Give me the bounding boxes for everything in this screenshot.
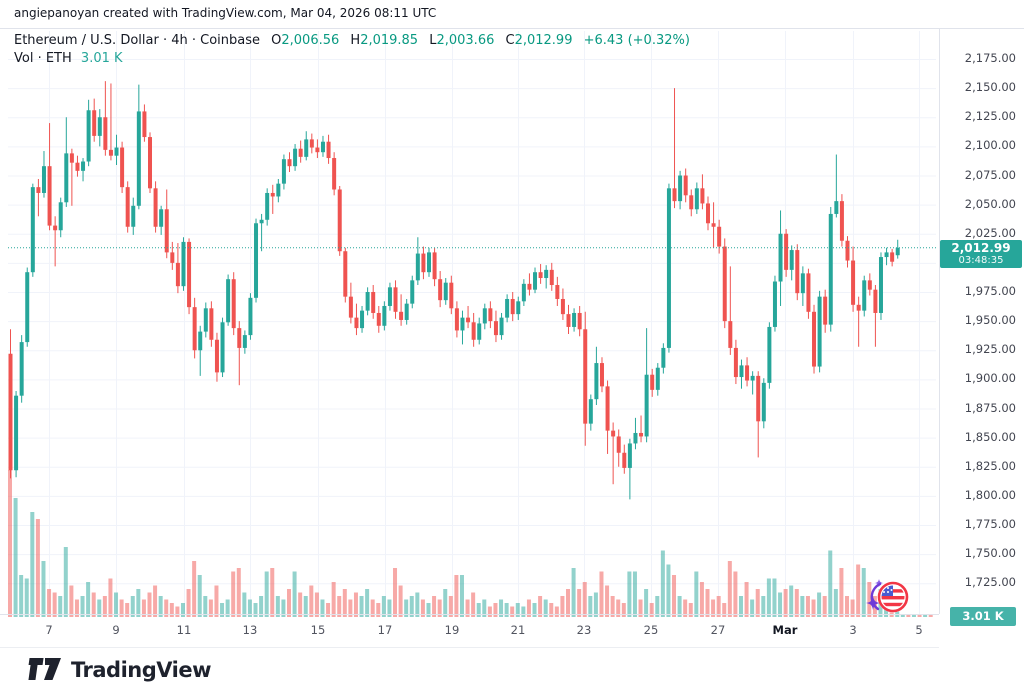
price-axis-label: 1,825.00 bbox=[964, 458, 1016, 473]
volume-label: Vol · ETH bbox=[14, 51, 72, 66]
time-axis-label: 17 bbox=[377, 623, 393, 637]
price-axis-label: 1,800.00 bbox=[964, 487, 1016, 502]
legend-row-volume: Vol · ETH 3.01 K bbox=[14, 51, 690, 66]
volume-axis-badge: 3.01 K bbox=[950, 607, 1016, 626]
time-axis-label: 21 bbox=[510, 623, 526, 637]
footer-bar: TradingView bbox=[0, 648, 1024, 698]
time-axis-label: 11 bbox=[176, 623, 192, 637]
price-axis-label: 1,975.00 bbox=[964, 284, 1016, 298]
time-axis[interactable]: 7 9 11 13 15 17 19 21 23 25 27 Mar 3 5 bbox=[0, 614, 939, 648]
sparkle-icon bbox=[866, 579, 883, 611]
close-value: 2,012.99 bbox=[514, 33, 573, 48]
bar-countdown: 03:48:35 bbox=[958, 254, 1004, 266]
price-axis-label: 2,100.00 bbox=[964, 138, 1016, 153]
price-axis[interactable]: 2,175.00 2,150.00 2,125.00 2,100.00 2,075.00… bbox=[939, 28, 1024, 614]
chart-frame bbox=[0, 28, 1024, 617]
low-value: 2,003.66 bbox=[436, 33, 495, 48]
price-axis-label: 1,750.00 bbox=[964, 546, 1016, 561]
open-value: 2,006.56 bbox=[281, 33, 340, 48]
candlestick-chart[interactable] bbox=[0, 29, 1024, 675]
volume-value: 3.01 K bbox=[80, 51, 123, 66]
close-key: C bbox=[505, 33, 515, 48]
tradingview-wordmark: TradingView bbox=[71, 658, 211, 682]
price-axis-label: 2,025.00 bbox=[964, 225, 1016, 240]
price-axis-label: 1,875.00 bbox=[964, 400, 1016, 415]
time-axis-label: 25 bbox=[643, 623, 659, 637]
change-value: +6.43 (+0.32%) bbox=[583, 33, 690, 48]
price-axis-label: 1,725.00 bbox=[964, 575, 1016, 590]
usa-flag-sticker[interactable] bbox=[860, 573, 912, 619]
legend-row-symbol: Ethereum / U.S. Dollar · 4h · Coinbase O… bbox=[14, 33, 690, 48]
time-axis-label: 19 bbox=[444, 623, 460, 637]
price-axis-label: 1,925.00 bbox=[964, 342, 1016, 357]
time-axis-label: 3 bbox=[849, 623, 857, 637]
time-axis-label: 5 bbox=[915, 623, 923, 637]
time-axis-label: 27 bbox=[710, 623, 726, 637]
price-axis-label: 2,175.00 bbox=[964, 51, 1016, 65]
price-axis-label: 2,150.00 bbox=[964, 80, 1016, 95]
price-axis-label: 1,850.00 bbox=[964, 429, 1016, 444]
price-axis-label: 1,775.00 bbox=[964, 517, 1016, 531]
last-price-badge: 2,012.99 03:48:35 bbox=[940, 239, 1022, 268]
symbol-title[interactable]: Ethereum / U.S. Dollar · 4h · Coinbase bbox=[14, 33, 260, 48]
flag-circle bbox=[877, 581, 909, 613]
time-axis-label: Mar bbox=[772, 623, 798, 637]
time-axis-label: 23 bbox=[576, 623, 592, 637]
price-axis-label: 2,050.00 bbox=[964, 196, 1016, 211]
price-axis-label: 1,900.00 bbox=[964, 371, 1016, 386]
low-key: L bbox=[429, 33, 437, 48]
time-axis-label: 13 bbox=[242, 623, 258, 637]
price-axis-label: 2,075.00 bbox=[964, 167, 1016, 182]
high-value: 2,019.85 bbox=[360, 33, 419, 48]
high-key: H bbox=[350, 33, 361, 48]
tradingview-logo-icon bbox=[28, 658, 61, 680]
price-axis-label: 2,125.00 bbox=[964, 109, 1016, 124]
time-axis-label: 9 bbox=[112, 623, 120, 637]
chart-legend: Ethereum / U.S. Dollar · 4h · Coinbase O… bbox=[14, 33, 690, 66]
time-axis-label: 7 bbox=[45, 623, 53, 637]
attribution-text: angiepanoyan created with TradingView.co… bbox=[14, 6, 437, 20]
tradingview-logo[interactable]: TradingView bbox=[28, 658, 211, 682]
time-axis-label: 15 bbox=[310, 623, 326, 637]
open-key: O bbox=[271, 33, 282, 48]
price-axis-label: 1,950.00 bbox=[964, 313, 1016, 328]
last-price-value: 2,012.99 bbox=[951, 240, 1011, 255]
